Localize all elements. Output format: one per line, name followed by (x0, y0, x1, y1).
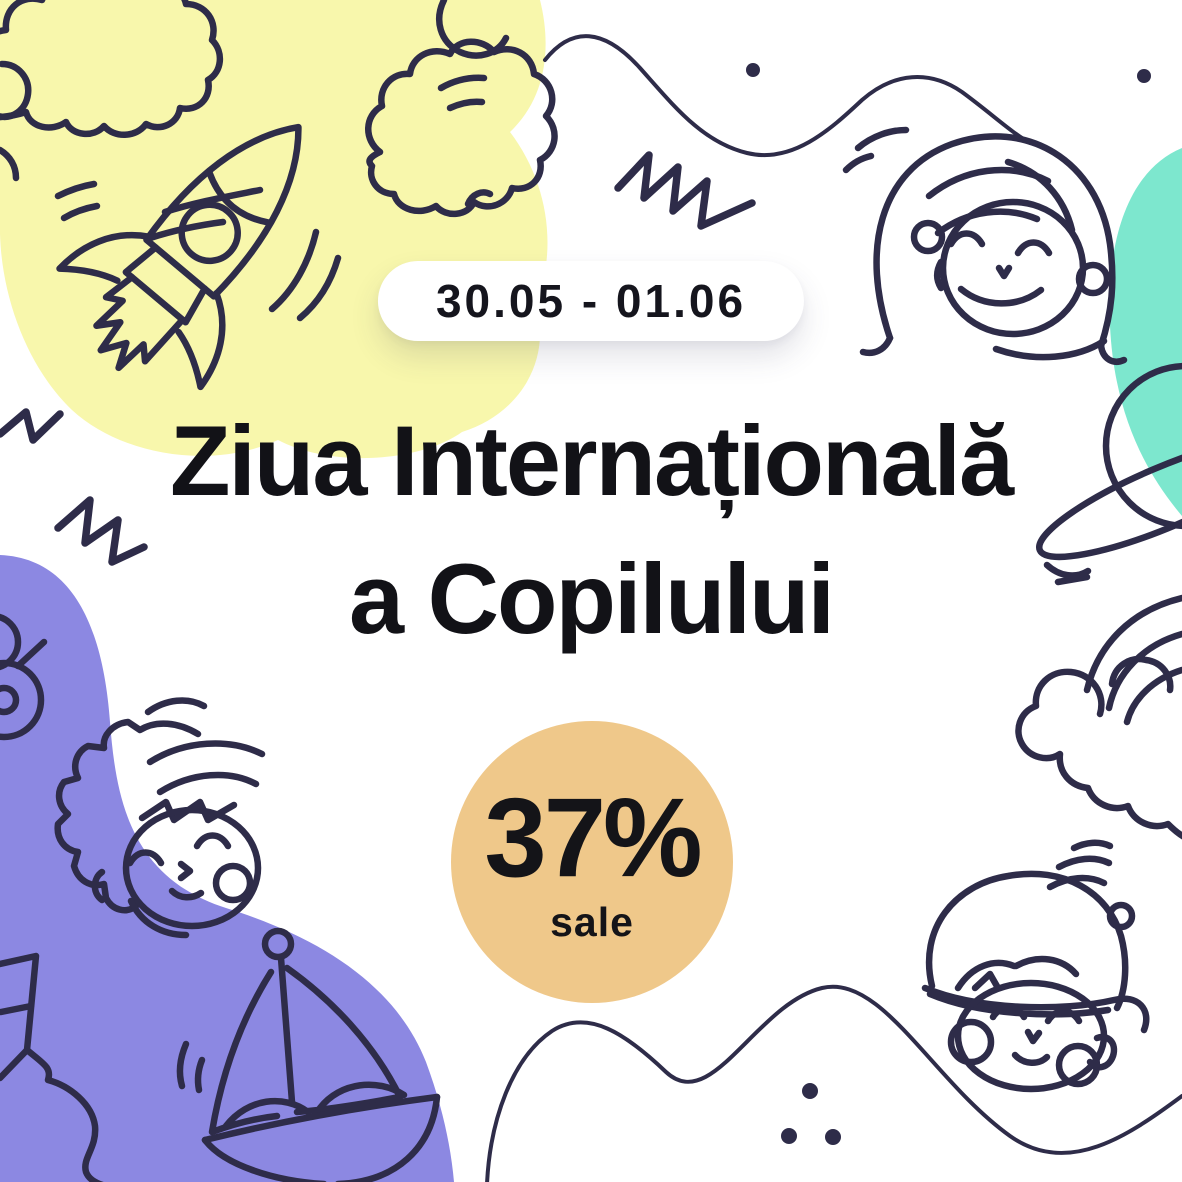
rocket-icon (56, 123, 302, 391)
yellow-blob (0, 0, 548, 459)
sailboat-icon (176, 927, 441, 1182)
dot (802, 1083, 818, 1099)
rainbow-cloud-icon (1015, 594, 1182, 840)
title-line-1: Ziua Internațională (169, 405, 1014, 516)
dot-accents (746, 63, 1151, 1145)
rocket-speed-lines (54, 180, 342, 322)
title-line-2: a Copilului (349, 542, 835, 654)
discount-badge: 37% sale (451, 721, 733, 1003)
wavy-line-bottom (485, 984, 1182, 1182)
purple-blob (0, 555, 454, 1182)
date-range-label: 30.05 - 01.06 (435, 275, 747, 327)
date-range-pill: 30.05 - 01.06 (377, 261, 805, 341)
discount-percent: 37% (484, 774, 702, 900)
boy-face-icon (54, 697, 266, 939)
dot (1137, 69, 1151, 83)
teal-blob (1109, 148, 1182, 516)
cap-boy-face-icon (921, 839, 1150, 1093)
zigzag-scribbles (0, 151, 756, 566)
wavy-line-top (543, 34, 1032, 157)
kite-icon (0, 952, 104, 1182)
dot (781, 1128, 797, 1144)
cloud-top-partial-icon (436, 0, 510, 59)
page-title: Ziua Internațională a Copilului (0, 392, 1182, 667)
saturn-planet-icon (1036, 362, 1182, 586)
dot (746, 63, 760, 77)
dot (825, 1129, 841, 1145)
girl-face-icon (842, 126, 1128, 365)
cloud-small-icon (365, 38, 558, 217)
cloud-top-left-icon (0, 0, 223, 182)
discount-label: sale (550, 898, 634, 945)
wheel-toy-icon (0, 613, 48, 741)
